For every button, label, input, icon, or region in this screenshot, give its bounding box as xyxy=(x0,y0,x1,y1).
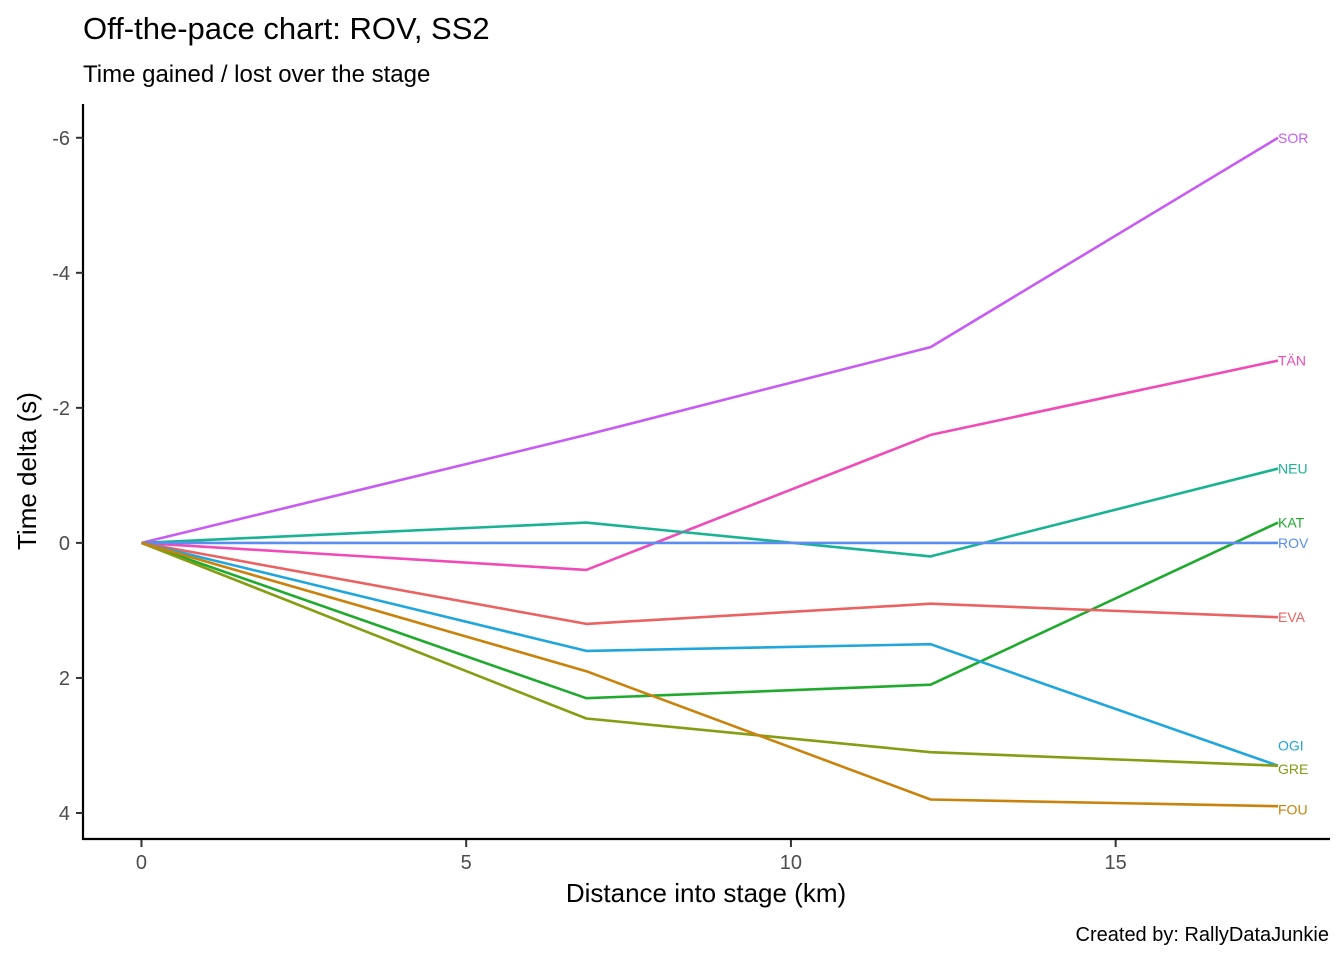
chart-title: Off-the-pace chart: ROV, SS2 xyxy=(83,11,490,46)
plot-area: SOR TÄN NEU KAT ROV EVA OGI GRE FOU xyxy=(141,130,1309,818)
series-line-tän xyxy=(141,359,1279,572)
series-line-ogi xyxy=(141,541,1279,767)
end-label: EVA xyxy=(1278,609,1306,625)
x-tick-label: 15 xyxy=(1105,852,1127,874)
chart-subtitle: Time gained / lost over the stage xyxy=(83,61,430,88)
y-tick-label: -6 xyxy=(52,128,70,150)
series-line-neu xyxy=(141,467,1279,558)
x-tick-label: 5 xyxy=(461,852,472,874)
end-label: FOU xyxy=(1278,802,1308,818)
end-label: NEU xyxy=(1278,461,1308,477)
y-tick-label: 2 xyxy=(59,668,70,690)
chart-caption: Created by: RallyDataJunkie xyxy=(1076,924,1329,946)
y-tick-label: -2 xyxy=(52,398,70,420)
series-line-gre xyxy=(141,541,1279,767)
x-axis-ticks: 0 5 10 15 xyxy=(136,840,1127,874)
end-label: GRE xyxy=(1278,761,1308,777)
x-axis-title: Distance into stage (km) xyxy=(566,878,846,908)
end-label: SOR xyxy=(1278,130,1308,146)
y-tick-label: 0 xyxy=(59,533,70,555)
series-line-kat xyxy=(141,521,1279,700)
end-label: TÄN xyxy=(1278,353,1306,369)
series-line-eva xyxy=(141,541,1279,626)
x-tick-label: 0 xyxy=(136,852,147,874)
y-tick-label: -4 xyxy=(52,263,70,285)
series-layer xyxy=(141,136,1279,808)
y-tick-label: 4 xyxy=(59,803,70,825)
series-line-sor xyxy=(141,136,1279,545)
end-label: OGI xyxy=(1278,738,1304,754)
y-axis-ticks: -6 -4 -2 0 2 4 xyxy=(52,128,83,825)
end-label-layer: SOR TÄN NEU KAT ROV EVA OGI GRE FOU xyxy=(1278,130,1309,818)
end-label: KAT xyxy=(1278,515,1305,531)
x-tick-label: 10 xyxy=(780,852,802,874)
end-label: ROV xyxy=(1278,535,1309,551)
series-line-fou xyxy=(141,541,1279,808)
y-axis-title: Time delta (s) xyxy=(12,392,42,550)
